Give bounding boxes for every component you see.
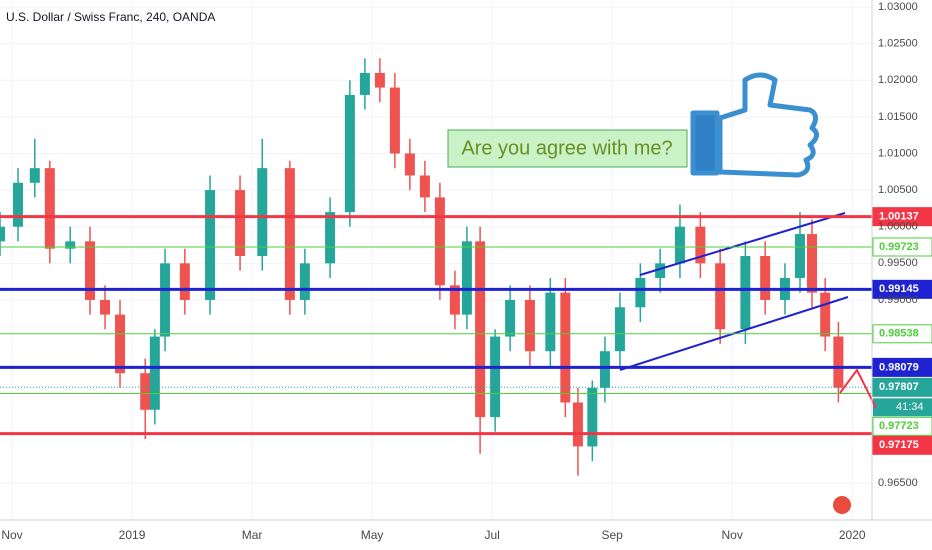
projection-line xyxy=(839,368,877,409)
y-tick-label: 0.99000 xyxy=(878,294,918,306)
candle-body xyxy=(715,263,726,330)
candle-body xyxy=(545,292,556,352)
candle-body xyxy=(806,234,817,293)
candle-body xyxy=(461,241,472,315)
level-label: 0.97807 xyxy=(879,381,919,393)
x-tick-label: Nov xyxy=(721,528,742,542)
annotation-box xyxy=(447,129,688,168)
level-label: 1.00137 xyxy=(879,211,919,223)
level-label: 0.99145 xyxy=(879,283,919,295)
y-tick-label: 1.00000 xyxy=(878,221,918,233)
candle-body xyxy=(587,387,598,447)
event-icon xyxy=(833,496,851,514)
candle-body xyxy=(560,292,571,403)
x-tick-label: May xyxy=(361,528,384,542)
candle-body xyxy=(475,241,486,418)
candle-body xyxy=(794,234,805,278)
y-tick-label: 1.01500 xyxy=(878,111,918,123)
candle-body xyxy=(29,168,40,183)
candle-body xyxy=(344,94,355,213)
candle-body xyxy=(179,263,190,300)
candle-body xyxy=(655,263,666,278)
candle-body xyxy=(833,336,844,388)
candle-body xyxy=(740,256,751,330)
annotation: Are you agree with me? xyxy=(461,137,672,159)
candle-body xyxy=(820,292,831,337)
level-label-box xyxy=(872,435,932,455)
candle-body xyxy=(419,175,430,198)
level-label-box xyxy=(872,324,932,344)
candle-body xyxy=(0,226,5,242)
candle-body xyxy=(760,256,771,300)
thumbs-up-icon xyxy=(690,72,819,178)
x-tick-label: 2020 xyxy=(839,528,866,542)
candle-body xyxy=(695,226,706,264)
candle-body xyxy=(490,336,501,418)
level-label-box xyxy=(872,279,932,299)
trend-line xyxy=(639,212,846,276)
x-tick-label: Jul xyxy=(484,528,499,542)
candle-body xyxy=(13,182,24,227)
candle-body xyxy=(374,72,385,88)
candle-body xyxy=(115,314,126,374)
level-label-box xyxy=(872,357,932,377)
candle-body xyxy=(205,190,216,300)
y-tick-label: 1.02000 xyxy=(878,74,918,86)
x-tick-label: Sep xyxy=(601,528,623,542)
candle-body xyxy=(257,168,268,257)
candle-body xyxy=(235,190,246,257)
level-label: 0.97175 xyxy=(879,439,919,451)
level-label: 0.98079 xyxy=(879,361,919,373)
countdown-box xyxy=(873,398,932,417)
level-label: 0.98538 xyxy=(879,328,919,340)
candle-body xyxy=(65,241,76,249)
candle-body xyxy=(674,226,685,264)
candle-body xyxy=(359,72,370,95)
candle-body xyxy=(572,402,583,447)
y-tick-label: 0.96500 xyxy=(878,477,918,489)
chart-title: U.S. Dollar / Swiss Franc, 240, OANDA xyxy=(6,10,215,24)
candle-body xyxy=(505,299,516,337)
candle-body xyxy=(100,299,111,315)
y-tick-label: 1.02500 xyxy=(878,38,918,50)
candle-body xyxy=(389,87,400,154)
x-tick-label: 2019 xyxy=(119,528,146,542)
candle-body xyxy=(614,307,625,352)
candle-body xyxy=(160,263,171,337)
level-label: 0.99723 xyxy=(879,241,919,253)
x-tick-label: Nov xyxy=(1,528,22,542)
candle-body xyxy=(44,168,55,249)
candle-body xyxy=(599,351,610,388)
candle-body xyxy=(299,263,310,300)
level-label-box xyxy=(872,207,932,227)
candle-body xyxy=(524,299,535,352)
y-tick-label: 0.99500 xyxy=(878,257,918,269)
y-tick-label: 1.03000 xyxy=(878,1,918,13)
candle-body xyxy=(149,336,160,410)
candle-body xyxy=(85,241,96,300)
level-label-box xyxy=(872,377,932,397)
candle-body xyxy=(434,197,445,286)
countdown: 41:34 xyxy=(896,401,924,413)
level-label: 0.97723 xyxy=(879,420,919,432)
candle-body xyxy=(284,168,295,300)
candle-body xyxy=(140,373,151,410)
level-label-box xyxy=(872,237,932,257)
y-tick-label: 1.01000 xyxy=(878,147,918,159)
y-tick-label: 1.00500 xyxy=(878,184,918,196)
level-label-box xyxy=(872,416,932,436)
x-tick-label: Mar xyxy=(242,528,263,542)
candle-body xyxy=(404,153,415,176)
candle-body xyxy=(325,212,336,264)
candle-body xyxy=(635,277,646,308)
candle-body xyxy=(449,285,460,315)
